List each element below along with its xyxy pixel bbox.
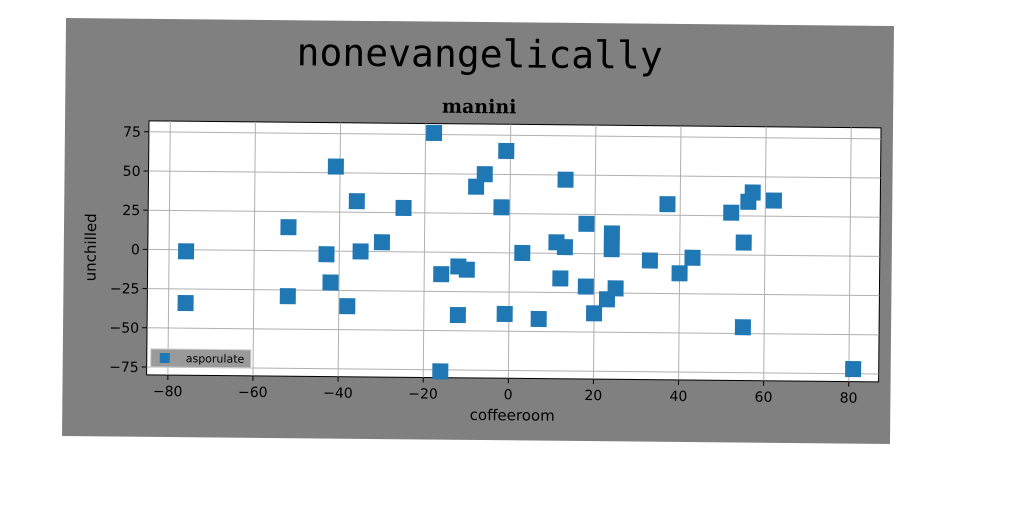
x-tick-label: −40 <box>323 386 353 402</box>
figure-panel: nonevangelically manini −80 −60 −40 −20 0 20 4… <box>62 18 894 444</box>
data-point <box>744 184 761 201</box>
data-point <box>322 274 339 291</box>
scatter-plot: −80 −60 −40 −20 0 20 40 60 80 75 50 25 0 −25 −50 −75 cof… <box>81 120 882 425</box>
data-point <box>671 265 688 282</box>
grid-line-x <box>763 126 767 381</box>
grid-line-x <box>848 127 852 382</box>
data-point <box>603 225 620 242</box>
grid-line-y <box>147 288 880 297</box>
grid-line-x <box>422 123 427 378</box>
data-point <box>557 171 574 188</box>
y-tick-label: −50 <box>109 320 139 336</box>
x-tick-label: −60 <box>238 385 268 401</box>
data-point <box>607 280 624 297</box>
data-point <box>318 246 335 263</box>
y-tick-label: −75 <box>109 360 139 376</box>
data-point <box>735 234 752 251</box>
data-point <box>723 204 740 221</box>
grid-line-x <box>592 125 597 380</box>
data-point <box>468 178 485 195</box>
y-tick-label: 75 <box>123 125 141 141</box>
grid-line-y <box>146 366 879 375</box>
data-point <box>177 294 194 312</box>
data-point <box>449 307 466 324</box>
x-tick-label: −20 <box>408 386 438 402</box>
y-tick-label: −25 <box>110 281 140 297</box>
data-point <box>395 199 412 217</box>
data-point <box>684 249 701 266</box>
data-point <box>552 270 569 287</box>
data-point <box>641 252 658 269</box>
x-tick-label: 80 <box>840 390 858 406</box>
data-point <box>432 363 449 380</box>
data-point <box>339 298 356 315</box>
grid-line-y <box>148 170 881 179</box>
x-tick-label: 40 <box>669 389 687 405</box>
data-point <box>496 305 513 323</box>
grid-line-x <box>507 124 512 379</box>
data-point <box>734 319 751 336</box>
data-point <box>352 243 369 260</box>
data-point <box>514 244 531 262</box>
data-point <box>493 199 510 216</box>
data-point <box>765 192 782 209</box>
legend-box <box>150 348 252 369</box>
data-point <box>458 261 475 278</box>
data-point <box>476 166 493 183</box>
data-point <box>433 266 450 283</box>
grid-line-y <box>147 327 880 336</box>
data-point <box>603 241 620 258</box>
data-point <box>373 234 391 251</box>
data-point <box>327 158 344 175</box>
data-point <box>498 142 515 159</box>
grid-line-y <box>147 248 880 257</box>
plot-area <box>146 120 882 383</box>
grid-line-x <box>252 121 256 376</box>
x-tick-label: 0 <box>504 387 513 403</box>
x-tick-label: 60 <box>755 390 773 406</box>
data-point <box>577 278 594 295</box>
grid-line-y <box>148 209 881 218</box>
legend-marker <box>159 352 170 364</box>
data-point <box>178 243 195 260</box>
legend-label: asporulate <box>186 352 245 366</box>
data-point <box>280 219 297 236</box>
grid-line-y <box>148 131 881 140</box>
data-point <box>279 288 296 305</box>
data-point <box>530 310 547 328</box>
y-tick-label: 50 <box>123 164 141 180</box>
y-axis-label: unchilled <box>81 213 100 281</box>
x-tick-label: −80 <box>153 384 183 400</box>
y-tick-label: 0 <box>131 242 140 258</box>
grid-line-x <box>678 125 682 380</box>
y-tick-label: 25 <box>122 203 140 219</box>
data-point <box>659 196 676 213</box>
data-point <box>556 239 573 256</box>
data-point <box>426 124 443 142</box>
x-axis-label: coffeeroom <box>470 406 555 425</box>
data-point <box>845 360 862 378</box>
data-point <box>578 215 595 232</box>
grid-line-x <box>167 121 171 376</box>
data-point <box>348 193 365 210</box>
x-tick-label: 20 <box>584 388 602 404</box>
data-point <box>585 305 603 322</box>
